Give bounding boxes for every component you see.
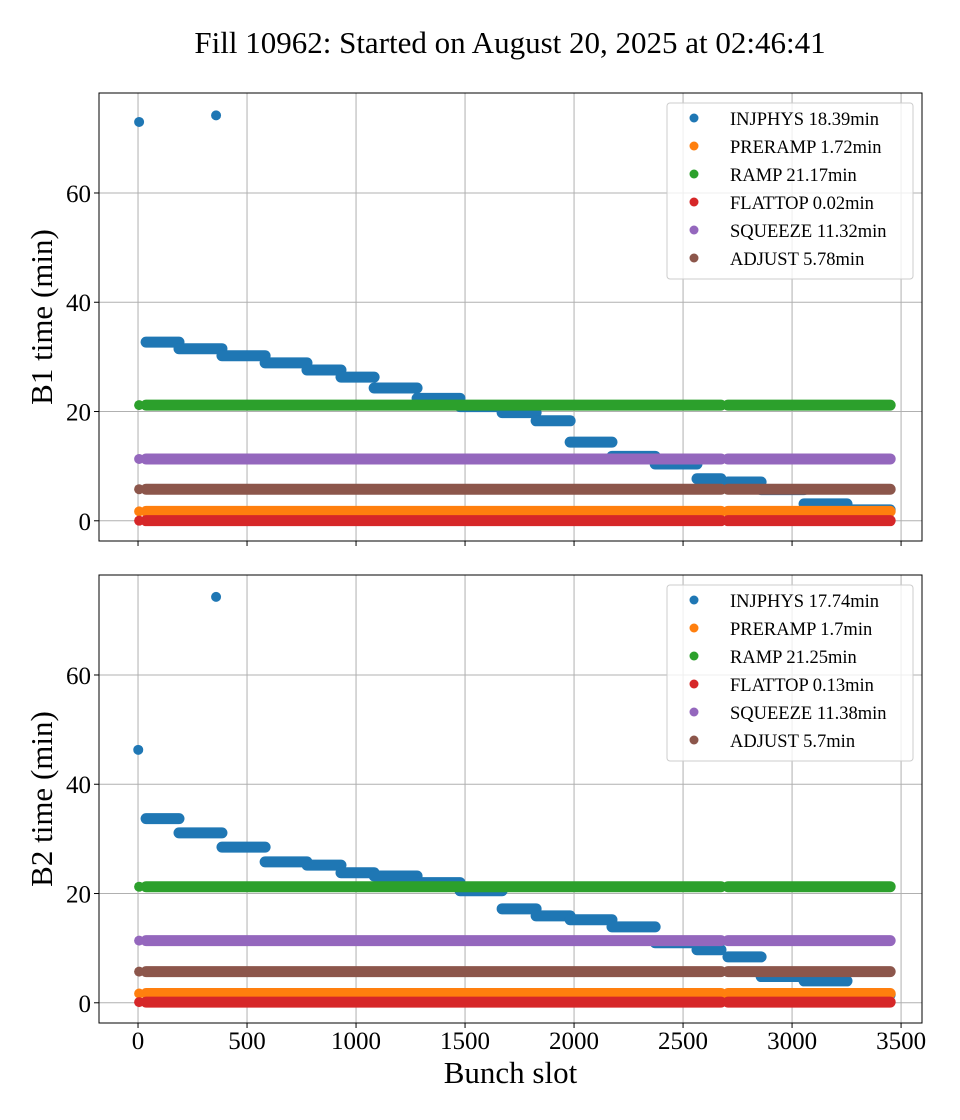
y-tick-label: 60 <box>66 663 91 690</box>
x-tick-label: 1000 <box>331 1028 381 1055</box>
y-tick-label: 0 <box>79 509 92 536</box>
legend-marker <box>689 595 699 605</box>
legend-marker <box>689 651 699 661</box>
legend-item: RAMP 21.17min <box>689 166 857 186</box>
axes-frame <box>98 574 923 1024</box>
legend-marker <box>689 623 699 633</box>
legend-item: SQUEEZE 11.32min <box>689 222 887 242</box>
x-tick-label: 3500 <box>876 1028 926 1055</box>
data-point <box>134 966 145 977</box>
legend-marker <box>689 169 699 179</box>
legend: INJPHYS 17.74min PRERAMP 1.7min RAMP 21.25… <box>666 584 914 762</box>
y-tick-label: 40 <box>66 772 91 799</box>
data-point <box>134 988 145 999</box>
x-axis-label: Bunch slot <box>444 1055 578 1090</box>
x-tick-label: 500 <box>228 1028 266 1055</box>
x-tick-label: 3000 <box>767 1028 817 1055</box>
y-axis-label: B2 time (min) <box>24 711 59 887</box>
b2-panel: 0 500 1000 1500 2000 2500 3000 3500 0 20 40 60 B2 ti… <box>24 574 926 1090</box>
data-point <box>134 506 145 517</box>
legend-item: ADJUST 5.7min <box>689 732 855 752</box>
data-point <box>134 935 145 946</box>
legend-item: PRERAMP 1.72min <box>689 138 881 158</box>
legend-item: ADJUST 5.78min <box>689 250 864 270</box>
legend-item: PRERAMP 1.7min <box>689 620 872 640</box>
ticks: 0 20 40 60 <box>66 181 902 546</box>
axes-frame <box>98 92 923 542</box>
legend-marker <box>689 113 699 123</box>
legend-item: INJPHYS 17.74min <box>689 592 879 612</box>
series-ramp <box>134 399 896 411</box>
legend-label: INJPHYS 17.74min <box>730 592 879 612</box>
series-adjust <box>134 966 896 978</box>
x-tick-label: 2500 <box>658 1028 708 1055</box>
data-marks <box>134 110 896 527</box>
legend-marker <box>689 253 699 263</box>
y-tick-label: 0 <box>79 991 92 1018</box>
y-tick-label: 20 <box>66 400 91 427</box>
ticks: 0 500 1000 1500 2000 2500 3000 3500 0 20 40 60 <box>66 663 926 1055</box>
data-point <box>133 744 144 755</box>
x-tick-label: 1500 <box>440 1028 490 1055</box>
b1-panel: 0 20 40 60 B1 time (min) INJPHYS 18.39min PRER… <box>24 92 923 546</box>
series-squeeze <box>134 935 896 947</box>
data-point <box>134 400 145 411</box>
legend-marker <box>689 679 699 689</box>
figure-title: Fill 10962: Started on August 20, 2025 a… <box>194 25 825 60</box>
legend-label: SQUEEZE 11.32min <box>730 222 887 242</box>
data-point <box>134 881 145 892</box>
data-point <box>134 116 145 127</box>
series-preramp <box>134 505 896 517</box>
legend-label: INJPHYS 18.39min <box>730 110 879 130</box>
legend-label: PRERAMP 1.72min <box>730 138 881 158</box>
y-tick-label: 40 <box>66 290 91 317</box>
legend-label: ADJUST 5.7min <box>730 732 855 752</box>
legend-marker <box>689 735 699 745</box>
data-marks <box>133 591 896 1008</box>
series-adjust <box>134 483 896 495</box>
legend-label: RAMP 21.25min <box>730 648 857 668</box>
legend-marker <box>689 197 699 207</box>
legend-item: RAMP 21.25min <box>689 648 857 668</box>
legend: INJPHYS 18.39min PRERAMP 1.72min RAMP 21.1… <box>666 102 914 280</box>
series-preramp <box>134 987 896 999</box>
legend-item: INJPHYS 18.39min <box>689 110 879 130</box>
data-point <box>211 110 222 121</box>
x-tick-label: 2000 <box>549 1028 599 1055</box>
series-squeeze <box>134 453 896 465</box>
legend-marker <box>689 707 699 717</box>
y-axis-label: B1 time (min) <box>24 229 59 405</box>
data-point <box>211 591 222 602</box>
legend-label: RAMP 21.17min <box>730 166 857 186</box>
y-tick-label: 20 <box>66 882 91 909</box>
data-point <box>134 484 145 495</box>
legend-marker <box>689 225 699 235</box>
legend-label: FLATTOP 0.02min <box>730 194 874 214</box>
legend-label: SQUEEZE 11.38min <box>730 704 887 724</box>
series-ramp <box>134 881 896 893</box>
series-flattop <box>134 996 896 1008</box>
y-tick-label: 60 <box>66 181 91 208</box>
legend-item: SQUEEZE 11.38min <box>689 704 887 724</box>
data-point <box>134 997 145 1008</box>
legend-label: FLATTOP 0.13min <box>730 676 874 696</box>
data-point <box>134 453 145 464</box>
x-tick-label: 0 <box>132 1028 145 1055</box>
legend-item: FLATTOP 0.13min <box>689 676 874 696</box>
legend-label: ADJUST 5.78min <box>730 250 864 270</box>
legend-marker <box>689 141 699 151</box>
series-flattop <box>134 515 896 527</box>
data-point <box>134 515 145 526</box>
legend-box <box>666 102 914 280</box>
legend-label: PRERAMP 1.7min <box>730 620 872 640</box>
legend-box <box>666 584 914 762</box>
legend-item: FLATTOP 0.02min <box>689 194 874 214</box>
